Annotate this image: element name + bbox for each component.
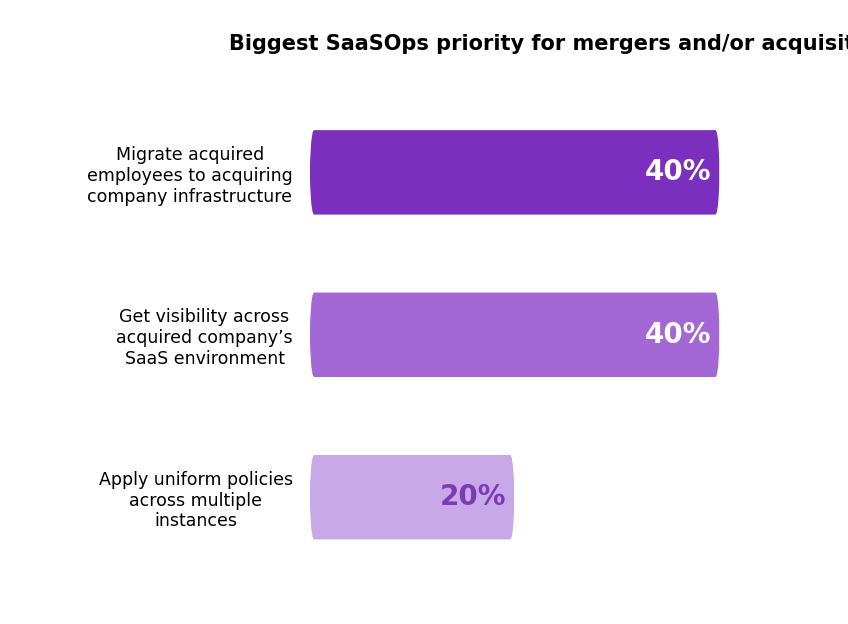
- FancyBboxPatch shape: [310, 293, 720, 377]
- Text: 40%: 40%: [645, 158, 711, 187]
- Text: 40%: 40%: [645, 321, 711, 349]
- Text: 20%: 20%: [440, 483, 506, 511]
- FancyBboxPatch shape: [310, 455, 515, 540]
- Title: Biggest SaaSOps priority for mergers and/or acquisitions: Biggest SaaSOps priority for mergers and…: [229, 34, 848, 54]
- FancyBboxPatch shape: [310, 130, 720, 215]
